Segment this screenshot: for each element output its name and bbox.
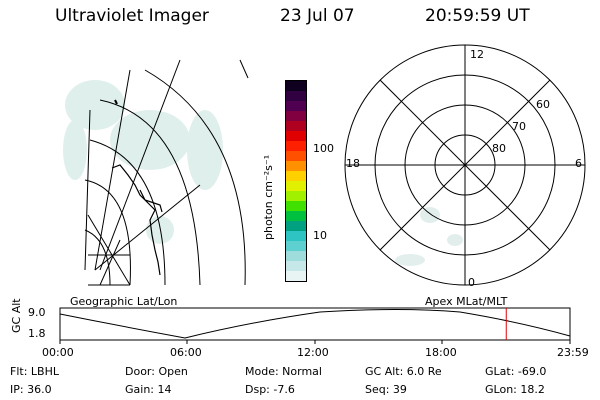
lat-80-label: 80 <box>492 142 506 155</box>
colorbar-swatch <box>286 141 306 151</box>
colorbar-tick-10: 10 <box>313 229 327 242</box>
colorbar-swatch <box>286 191 306 201</box>
ip-value: IP: 36.0 <box>10 383 52 396</box>
grid-a <box>87 214 131 286</box>
instrument-title: Ultraviolet Imager <box>55 6 209 26</box>
mode-value: Mode: Normal <box>245 365 322 378</box>
mlt-18-label: 18 <box>346 157 360 170</box>
time-tick-4: 23:59 <box>557 346 589 359</box>
colorbar-swatch <box>286 211 306 221</box>
colorbar-swatch <box>286 121 306 131</box>
lat-70-label: 70 <box>512 120 526 133</box>
timeline-ymin: 1.8 <box>28 327 46 340</box>
limb-arc-2 <box>99 99 201 286</box>
timeline-ymax: 9.0 <box>28 306 46 319</box>
timeline-right-title: Apex MLat/MLT <box>425 295 508 308</box>
dsp-value: Dsp: -7.6 <box>245 383 295 396</box>
colorbar-swatch <box>286 171 306 181</box>
mlt-12-label: 12 <box>470 48 484 61</box>
colorbar-swatch <box>286 111 306 121</box>
island-dot <box>114 99 118 105</box>
glat-value: GLat: -69.0 <box>485 365 547 378</box>
limb-arc-5 <box>84 229 111 286</box>
time-tick-1: 06:00 <box>170 346 202 359</box>
colorbar-swatch <box>286 181 306 191</box>
colorbar-swatch <box>286 131 306 141</box>
glon-value: GLon: 18.2 <box>485 383 545 396</box>
limb-arc-3 <box>89 139 166 286</box>
polar-diag-2 <box>379 79 551 251</box>
meridian-3 <box>84 109 91 271</box>
colorbar-swatch <box>286 91 306 101</box>
gc-alt-value: GC Alt: 6.0 Re <box>365 365 442 378</box>
colorbar-swatch <box>286 221 306 231</box>
date-label: 23 Jul 07 <box>280 6 355 26</box>
colorbar-swatch <box>286 161 306 171</box>
colorbar-swatch <box>286 151 306 161</box>
colorbar-swatch <box>286 231 306 241</box>
time-tick-3: 18:00 <box>425 346 457 359</box>
colorbar-swatch <box>286 261 306 271</box>
colorbar-swatch <box>286 101 306 111</box>
color-bar <box>285 80 307 282</box>
limb-arc-4 <box>84 179 131 286</box>
grid-d <box>99 239 121 286</box>
colorbar-swatch <box>286 241 306 251</box>
coastline <box>111 164 163 276</box>
mlt-0-label: 0 <box>468 276 475 289</box>
colorbar-swatch <box>286 81 306 91</box>
time-label: 20:59:59 UT <box>425 6 530 26</box>
meridian-1 <box>99 59 181 271</box>
colorbar-swatch <box>286 251 306 261</box>
gain-value: Gain: 14 <box>125 383 172 396</box>
colorbar-tick-100: 100 <box>313 142 334 155</box>
timeline-left-title: Geographic Lat/Lon <box>70 295 178 308</box>
colorbar-swatch <box>286 201 306 211</box>
colorbar-swatch <box>286 271 306 281</box>
meridian-5 <box>239 59 249 79</box>
mlt-6-label: 6 <box>575 157 582 170</box>
filter-value: Flt: LBHL <box>10 365 59 378</box>
door-value: Door: Open <box>125 365 188 378</box>
lat-60-label: 60 <box>536 98 550 111</box>
seq-value: Seq: 39 <box>365 383 407 396</box>
time-tick-2: 12:00 <box>297 346 329 359</box>
altitude-curve <box>59 309 571 339</box>
time-tick-0: 00:00 <box>42 346 74 359</box>
